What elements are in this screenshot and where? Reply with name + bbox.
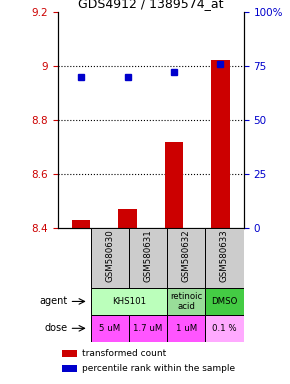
Text: agent: agent [39, 296, 68, 306]
Bar [205, 228, 244, 288]
Bar [72, 220, 90, 228]
Bar [129, 315, 167, 342]
Bar [167, 288, 205, 315]
Text: GSM580631: GSM580631 [144, 230, 153, 282]
Bar [90, 288, 167, 315]
Bar [211, 60, 230, 228]
Text: retinoic
acid: retinoic acid [170, 292, 202, 311]
Text: 1 uM: 1 uM [175, 324, 197, 333]
Text: DMSO: DMSO [211, 297, 238, 306]
Text: GSM580632: GSM580632 [182, 230, 191, 282]
Bar [62, 350, 77, 357]
Bar [62, 364, 77, 372]
Text: 0.1 %: 0.1 % [212, 324, 237, 333]
Text: 5 uM: 5 uM [99, 324, 120, 333]
Bar [90, 228, 129, 288]
Text: dose: dose [44, 323, 68, 333]
Text: transformed count: transformed count [82, 349, 166, 358]
Bar [167, 315, 205, 342]
Bar [129, 228, 167, 288]
Bar [90, 315, 129, 342]
Bar [205, 315, 244, 342]
Text: KHS101: KHS101 [112, 297, 146, 306]
Bar [118, 210, 137, 228]
Text: GSM580633: GSM580633 [220, 230, 229, 282]
Bar [167, 228, 205, 288]
Text: GSM580630: GSM580630 [105, 230, 114, 282]
Title: GDS4912 / 1389574_at: GDS4912 / 1389574_at [78, 0, 224, 10]
Bar [165, 142, 183, 228]
Bar [205, 288, 244, 315]
Text: percentile rank within the sample: percentile rank within the sample [82, 364, 235, 373]
Text: 1.7 uM: 1.7 uM [133, 324, 163, 333]
